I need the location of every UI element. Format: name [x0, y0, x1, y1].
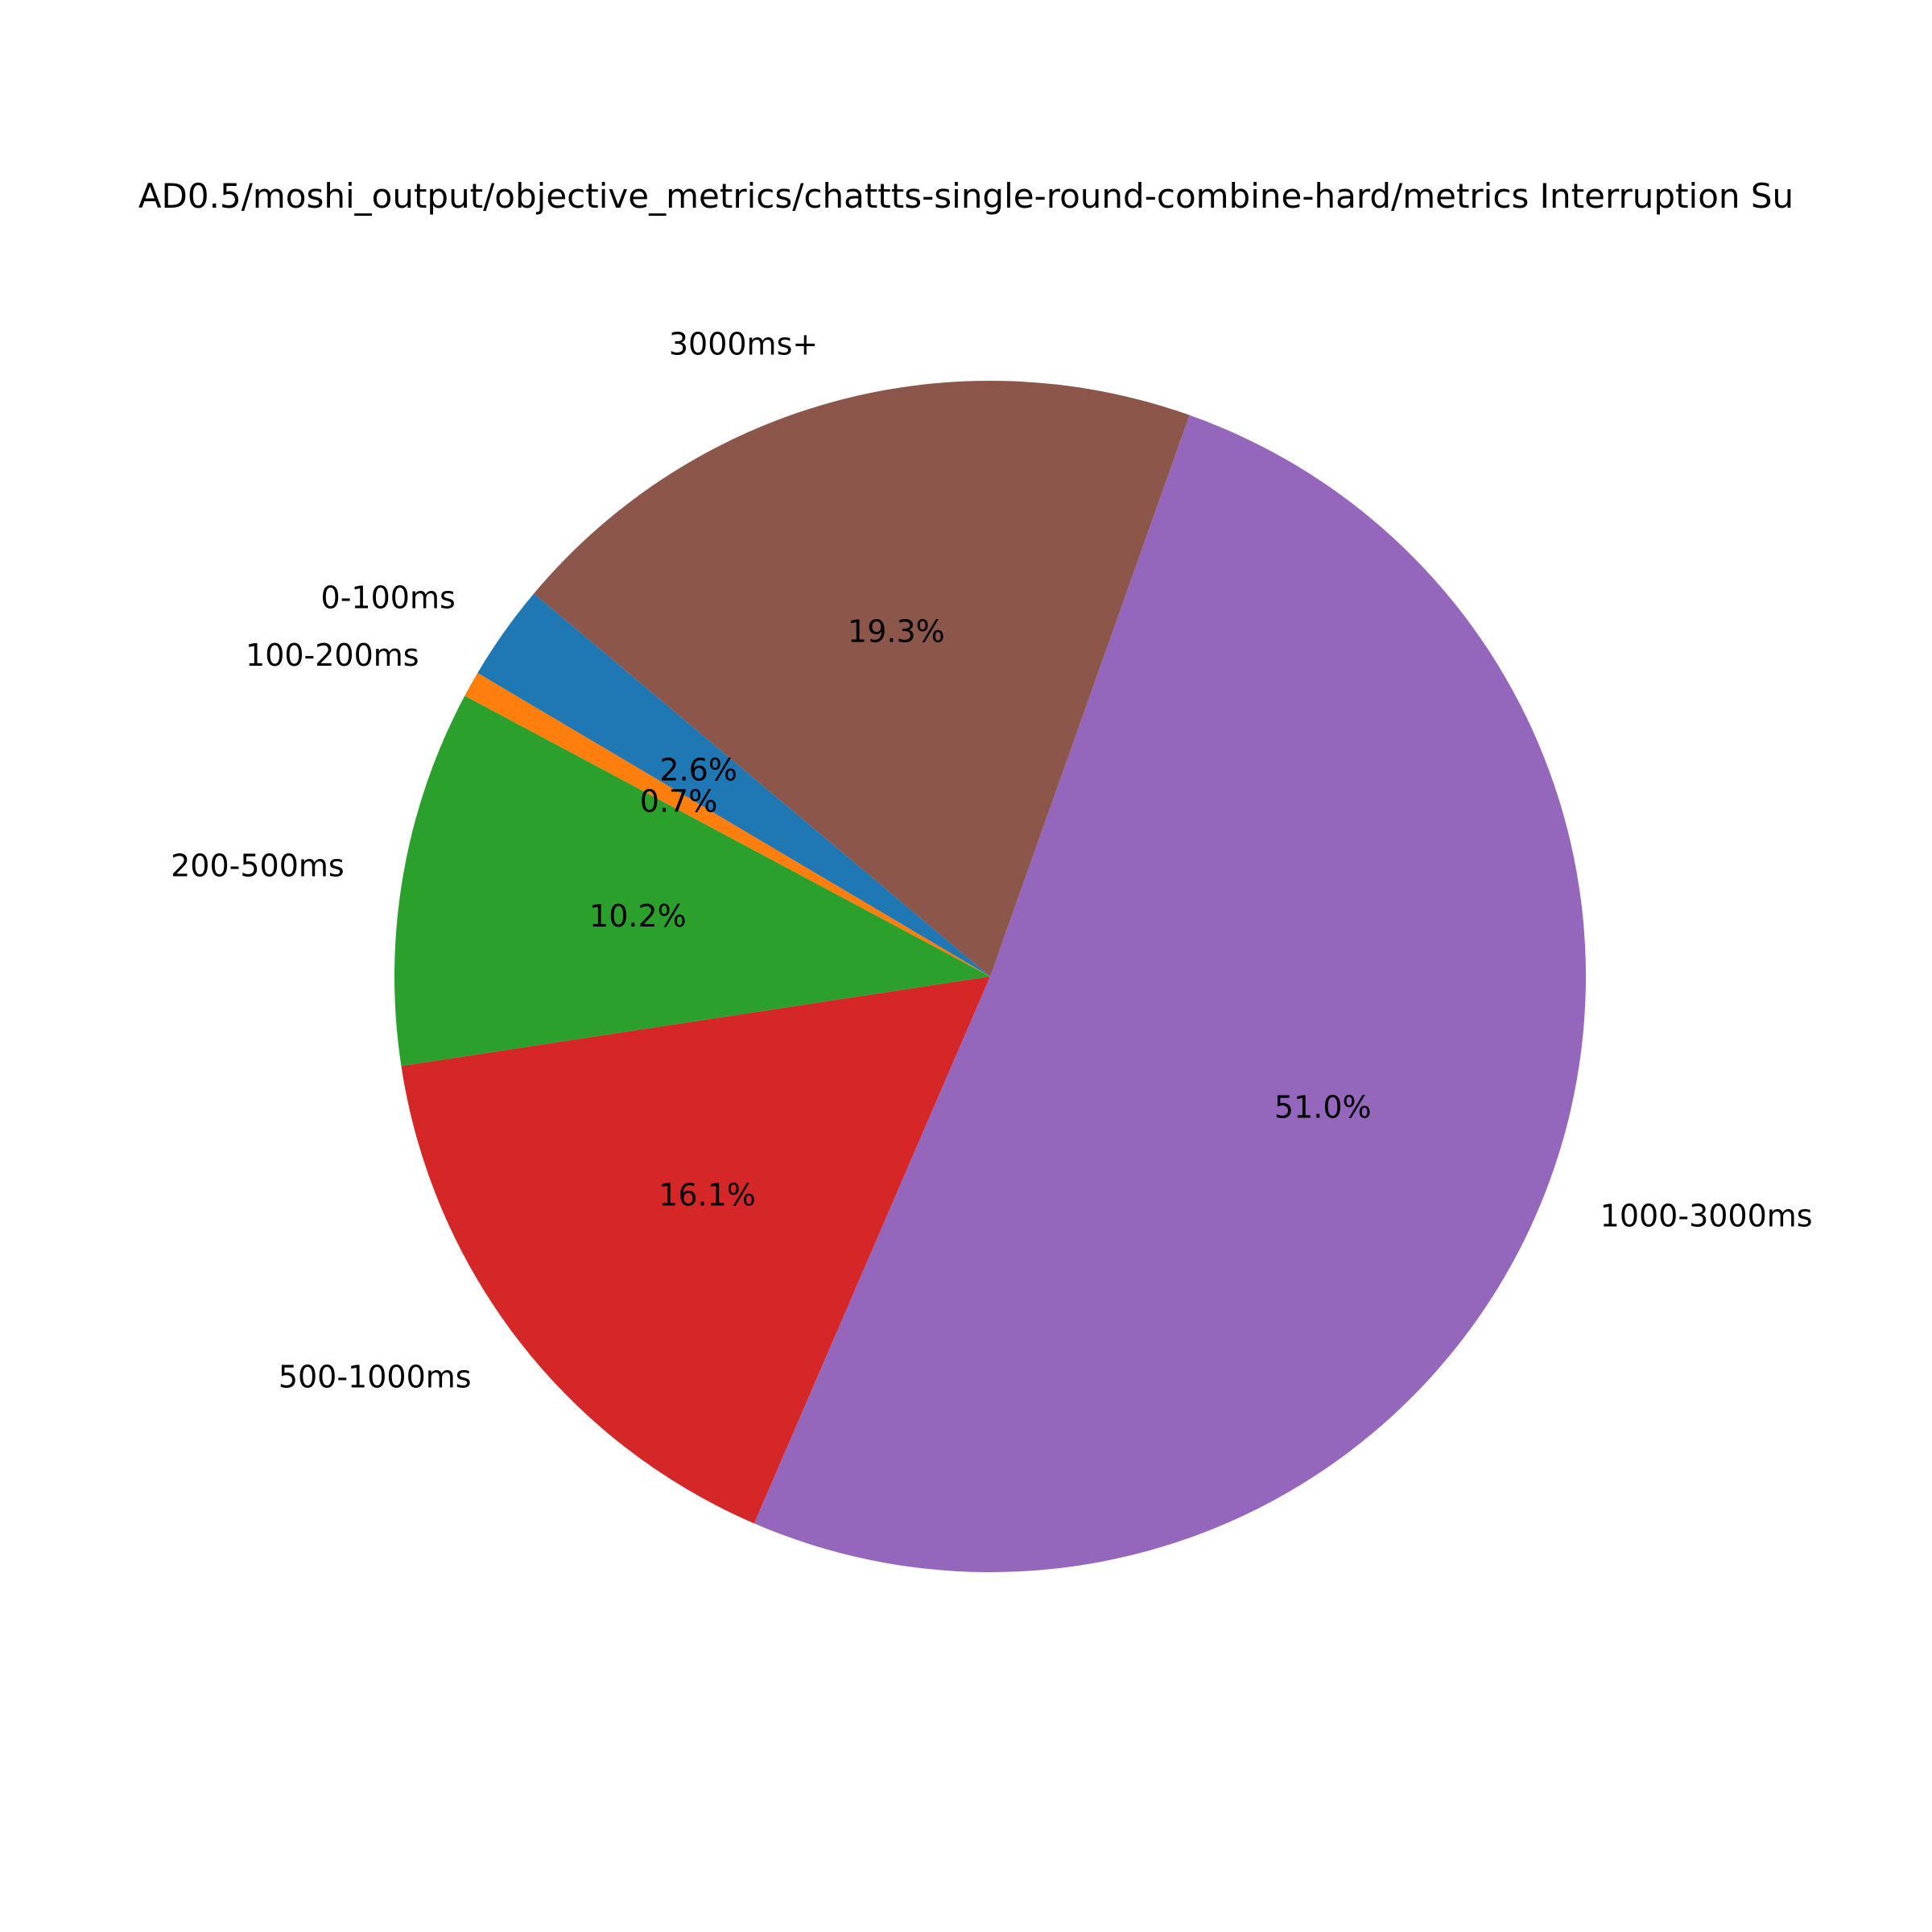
- slice-label-100-200ms: 100-200ms: [246, 638, 419, 673]
- slice-percent-500-1000ms: 16.1%: [658, 1177, 756, 1212]
- slice-label-200-500ms: 200-500ms: [171, 848, 345, 883]
- chart-title: AD0.5/moshi_output/objective_metrics/cha…: [138, 176, 1794, 216]
- slice-percent-200-500ms: 10.2%: [589, 898, 687, 934]
- pie-slice-0-100ms: [477, 593, 990, 976]
- slice-label-500-1000ms: 500-1000ms: [279, 1359, 472, 1394]
- pie-slice-1000-3000ms: [753, 415, 1587, 1573]
- pie-slice-3000ms: [534, 381, 1190, 977]
- slice-percent-0-100ms: 2.6%: [659, 752, 737, 787]
- slice-label-0-100ms: 0-100ms: [321, 580, 456, 615]
- pie-slice-500-1000ms: [401, 976, 990, 1524]
- slice-label-3000ms: 3000ms+: [669, 327, 818, 362]
- slice-percent-100-200ms: 0.7%: [640, 783, 718, 819]
- slice-percent-1000-3000ms: 51.0%: [1274, 1089, 1372, 1125]
- slice-label-1000-3000ms: 1000-3000ms: [1600, 1199, 1813, 1234]
- pie-slice-100-200ms: [464, 672, 990, 976]
- slice-percent-3000ms: 19.3%: [848, 614, 945, 650]
- pie-slices: [394, 381, 1587, 1573]
- pie-labels: 0-100ms 2.6% 100-200ms 0.7% 200-500ms 10.2% 50…: [171, 327, 1812, 1395]
- pie-slice-200-500ms: [394, 696, 990, 1067]
